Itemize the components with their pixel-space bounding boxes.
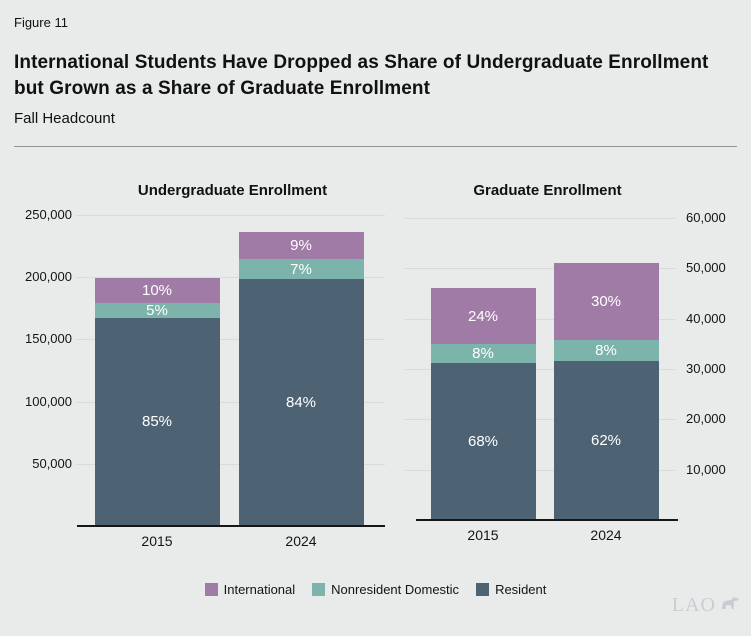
legend-label: International [223,582,296,597]
y-tick-label: 250,000 [25,207,72,222]
y-gridline [76,463,385,465]
bar-2015: 24% 8% 68% [430,288,536,520]
bar-segment-resident: 62% [553,360,659,520]
y-gridline [405,469,675,471]
segment-percent-label: 84% [285,394,317,412]
legend-label: Resident [495,582,547,597]
chart-title: Undergraduate Enrollment [137,182,328,199]
x-axis-line [416,519,678,521]
y-gridline [405,218,675,219]
figure-title: International Students Have Dropped as S… [14,52,709,99]
bar-2024: 9% 7% 84% [238,232,364,526]
y-tick-label: 40,000 [686,310,726,326]
bar-segment-resident: 68% [430,362,536,520]
segment-percent-label: 10% [141,282,173,300]
y-tick-label: 200,000 [25,269,72,285]
bar-segment-resident: 85% [94,317,220,526]
y-tick-label: 50,000 [686,260,726,276]
x-tick-label: 2024 [590,527,622,543]
legend-swatch [476,583,490,596]
bear-icon [718,596,740,615]
y-tick-label: 30,000 [686,361,726,376]
legend-item-nonresident-domestic: Nonresident Domestic [312,582,459,597]
bar-segment-international: 24% [430,288,536,345]
y-gridline [76,277,385,279]
bar-segment-international: 10% [94,278,220,303]
x-axis-line [77,525,385,527]
legend-swatch [204,583,218,596]
segment-percent-label: 62% [590,431,622,449]
bar-segment-nonresident-domestic: 7% [238,258,364,280]
y-tick-label: 20,000 [686,411,726,427]
segment-percent-label: 24% [467,307,499,325]
x-tick-label: 2015 [141,533,173,549]
y-gridline [76,401,385,403]
bar-2024: 30% 8% 62% [553,263,659,520]
segment-percent-label: 9% [290,237,312,255]
bar-segment-international: 9% [238,232,364,259]
chart-title: Graduate Enrollment [473,182,622,199]
figure-subtitle: Fall Headcount [14,110,115,127]
y-tick-label: 60,000 [686,210,726,225]
bar-segment-international: 30% [553,263,659,341]
x-tick-label: 2015 [467,527,499,543]
bar-segment-nonresident-domestic: 8% [553,340,659,361]
bar-segment-nonresident-domestic: 8% [430,344,536,363]
legend-swatch [312,583,326,596]
segment-percent-label: 30% [590,293,622,311]
legend-item-international: International [204,582,296,597]
segment-percent-label: 7% [290,260,312,278]
legend-item-resident: Resident [476,582,546,597]
x-tick-label: 2024 [285,533,317,549]
y-gridline [405,318,675,320]
bar-2015: 10% 5% 85% [94,278,220,526]
segment-percent-label: 5% [146,301,168,319]
bar-segment-resident: 84% [238,279,364,526]
y-tick-label: 10,000 [686,461,726,477]
legend-label: Nonresident Domestic [331,582,460,597]
lao-logo: LAO [672,594,740,617]
y-gridline [405,369,675,370]
chart-legend: International Nonresident Domestic Residen… [0,582,751,597]
y-gridline [405,419,675,421]
y-tick-label: 100,000 [25,393,72,409]
y-tick-label: 150,000 [25,331,72,347]
figure-label: Figure 11 [14,15,68,30]
y-gridline [405,268,675,270]
segment-percent-label: 85% [141,413,173,431]
y-gridline [76,339,385,341]
lao-logo-text: LAO [671,594,716,616]
header-divider [14,146,737,147]
y-gridline [76,215,385,216]
bar-segment-nonresident-domestic: 5% [94,301,220,319]
segment-percent-label: 8% [595,342,617,360]
segment-percent-label: 8% [472,344,494,362]
y-tick-label: 50,000 [32,455,72,471]
segment-percent-label: 68% [467,432,499,450]
